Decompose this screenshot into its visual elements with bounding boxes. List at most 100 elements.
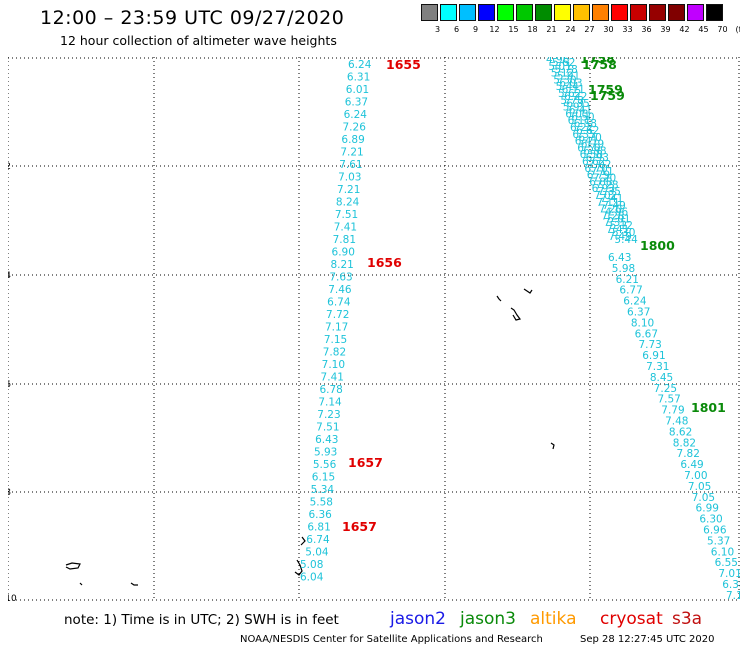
wave-height-value: 7.10	[322, 359, 345, 371]
wave-height-value: 6.74	[327, 297, 351, 309]
scale-label: 70	[717, 25, 728, 34]
scale-label: 21	[546, 25, 557, 34]
wave-height-value: 7.46	[328, 284, 352, 296]
wave-height-value: 8.24	[336, 197, 360, 209]
wave-height-value: 7.49	[602, 200, 625, 212]
wave-height-value: 7.41	[600, 193, 623, 205]
wave-height-value: 5.78	[554, 64, 577, 76]
wave-height-value: 6.43	[315, 434, 338, 446]
scale-label: 27	[584, 25, 595, 34]
scale-label: 33	[622, 25, 633, 34]
track-time-label: 1657	[348, 455, 383, 470]
scale-swatch	[649, 4, 666, 21]
scale-label: 39	[660, 25, 671, 34]
track-time-label: 1656	[367, 255, 402, 270]
wave-height-value: 6.38	[722, 579, 740, 591]
island-outline	[79, 582, 83, 586]
scale-swatch	[687, 4, 704, 21]
wave-height-value: 4.96	[605, 207, 629, 219]
y-tick-label: -6	[8, 380, 11, 390]
wave-height-value: 7.49	[608, 231, 631, 243]
wave-height-value: 8.10	[631, 317, 654, 329]
wave-height-value: 6.78	[319, 384, 342, 396]
wave-height-value: 8.21	[330, 259, 353, 271]
wave-height-value: 5.01	[548, 61, 571, 73]
wave-height-value: 6.74	[306, 534, 330, 546]
island-outline	[300, 536, 306, 546]
island-outline	[550, 442, 555, 450]
wave-height-value: 7.23	[317, 409, 340, 421]
wave-height-value: 7.35	[598, 186, 621, 198]
wave-height-value: 6.11	[568, 115, 591, 127]
y-tick-label: -2	[8, 162, 11, 172]
wave-height-value: 8.82	[673, 437, 696, 449]
wave-height-value: 6.24	[344, 109, 368, 121]
wave-height-value: 6.99	[696, 503, 719, 515]
wave-height-value: 5.78	[560, 95, 583, 107]
wave-height-value: 6.11	[562, 84, 585, 96]
wave-height-value: 7.11	[590, 166, 613, 178]
wave-height-value: 6.15	[312, 472, 335, 484]
wave-height-value: 6.35	[572, 129, 595, 141]
wave-height-value: 6.37	[345, 97, 368, 109]
wave-height-value: 5.08	[300, 559, 323, 571]
wave-height-value: 5.62	[558, 88, 581, 100]
credit-line: NOAA/NESDIS Center for Satellite Applica…	[240, 634, 543, 645]
wave-height-value: 6.24	[348, 59, 372, 71]
wave-height-value: 7.41	[334, 222, 357, 234]
y-tick-label: -8	[8, 488, 11, 498]
wave-height-value: 6.62	[576, 125, 599, 137]
map-canvas: 4548515457600-2-4-6-8-106.246.316.016.37…	[2, 51, 740, 615]
wave-height-value: 6.88	[583, 145, 606, 157]
scale-label: 6	[453, 25, 460, 34]
wave-height-value: 6.21	[616, 274, 639, 286]
scale-swatch	[421, 4, 438, 21]
wave-height-value: 7.28	[601, 210, 624, 222]
scale-swatch	[554, 4, 571, 21]
scale-label: 24	[565, 25, 576, 34]
wave-height-value: 8.62	[669, 426, 692, 438]
wave-height-value: 6.58	[580, 149, 603, 161]
wave-height-value: 7.51	[316, 422, 339, 434]
scale-swatch	[535, 4, 552, 21]
wave-height-value: 5.44	[556, 81, 580, 93]
island-outline	[294, 559, 303, 576]
scale-swatch	[706, 4, 723, 21]
wave-height-value: 7.05	[688, 481, 711, 493]
wave-height-value: 7.51	[335, 209, 358, 221]
wave-height-value: 5.30	[612, 227, 635, 239]
wave-height-value: 6.88	[589, 176, 612, 188]
scale-label: 45	[698, 25, 709, 34]
wave-height-value: 6.01	[346, 84, 369, 96]
scale-swatch	[668, 4, 685, 21]
wave-height-value: 7.31	[646, 361, 669, 373]
wave-height-value: 6.79	[587, 170, 610, 182]
map-subtitle: 12 hour collection of altimeter wave hei…	[60, 33, 337, 48]
track-time-label: 1759	[590, 88, 625, 103]
wave-height-value: 5.30	[553, 74, 576, 86]
satellite-jason2-label: jason2	[390, 609, 446, 629]
wave-height-value: 5.37	[707, 535, 730, 547]
wave-height-value: 8.45	[650, 372, 673, 384]
scale-label: 18	[527, 25, 538, 34]
wave-height-value: 6.37	[627, 307, 650, 319]
satellite-altika-label: altika	[530, 609, 577, 629]
scale-swatch	[478, 4, 495, 21]
wave-height-value: 5.12	[610, 220, 633, 232]
wave-height-value: 7.00	[684, 470, 707, 482]
scale-label: 12	[489, 25, 500, 34]
wave-height-value: 7.20	[593, 173, 616, 185]
wave-height-value: 6.90	[332, 247, 355, 259]
scale-label: 9	[472, 25, 479, 34]
wave-height-value: 7.17	[726, 590, 740, 601]
scale-swatch	[573, 4, 590, 21]
wave-height-value: 7.02	[588, 159, 611, 171]
scale-label: 42	[679, 25, 690, 34]
wave-height-value: 6.22	[570, 122, 593, 134]
wave-height-value: 6.96	[703, 525, 727, 537]
wave-height-value: 5.93	[314, 447, 337, 459]
track-time-label: 1800	[640, 238, 675, 253]
wave-height-value: 6.89	[341, 134, 364, 146]
wave-height-value: 6.03	[565, 108, 588, 120]
wave-height-value: 7.41	[321, 372, 344, 384]
